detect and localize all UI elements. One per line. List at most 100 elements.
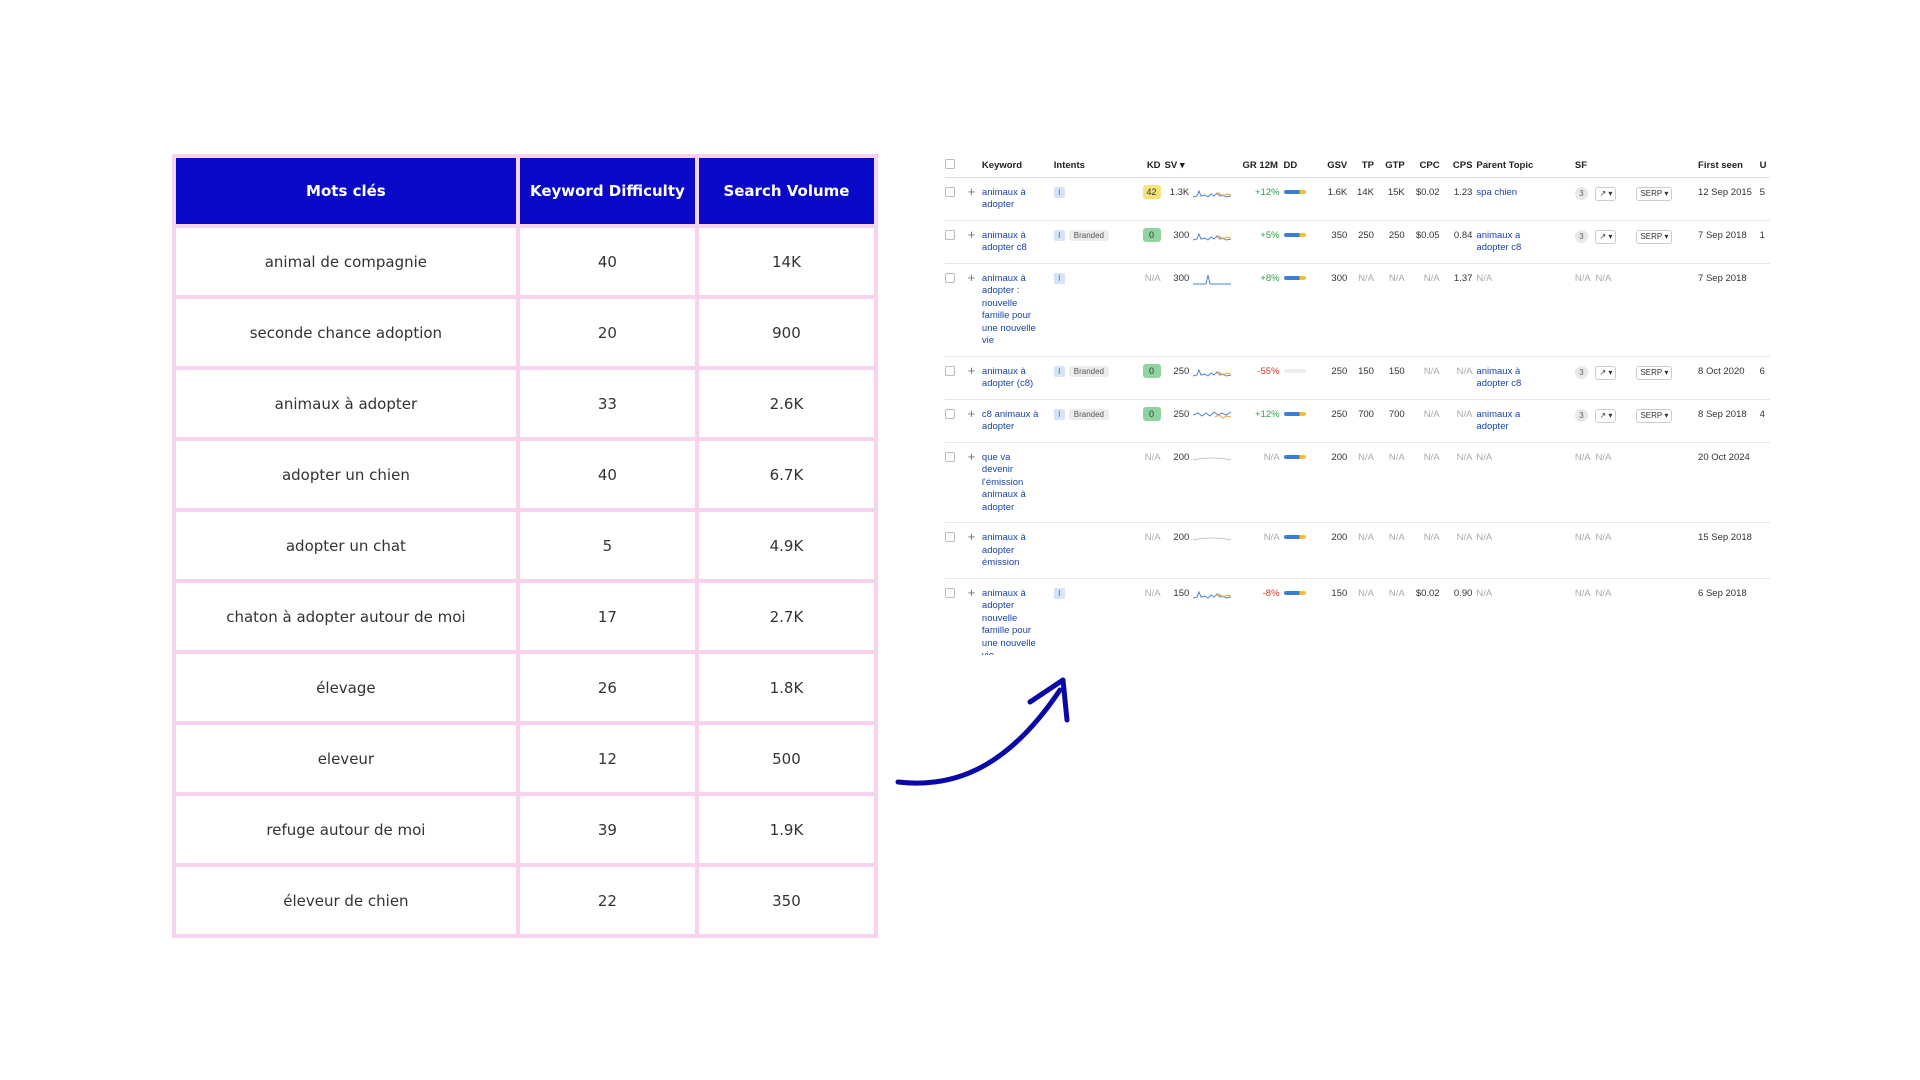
col-dd[interactable]: DD <box>1283 155 1321 178</box>
parent-topic-cell[interactable]: animaux à adopter c8 <box>1476 356 1551 400</box>
gsv-value: 250 <box>1331 365 1348 377</box>
row-select[interactable] <box>945 220 968 264</box>
parent-topic-cell[interactable]: animaux a adopter <box>1476 399 1551 443</box>
add-keyword-icon[interactable]: + <box>967 226 976 242</box>
col-gr[interactable]: GR 12M <box>1242 155 1284 178</box>
keyword-cell[interactable]: animaux à adopter : nouvelle famille pou… <box>981 263 1054 357</box>
kd-cell: 42 <box>1135 177 1165 221</box>
keyword-link[interactable]: animaux à adopter c8 <box>981 229 1027 254</box>
col-kd[interactable]: KD <box>1135 155 1165 178</box>
trend-dropdown-button[interactable]: ↗ ▾ <box>1595 229 1617 244</box>
col-gtp[interactable]: GTP <box>1377 155 1409 178</box>
difficulty-cell: 40 <box>519 441 695 508</box>
col-parent-topic[interactable]: Parent Topic <box>1476 155 1551 178</box>
parent-topic-cell[interactable]: animaux a adopter c8 <box>1476 220 1551 264</box>
keyword-link[interactable]: animaux à adopter : nouvelle famille pou… <box>981 272 1036 347</box>
trend-dropdown-button[interactable]: ↗ ▾ <box>1595 408 1617 423</box>
keyword-link[interactable]: c8 animaux à adopter <box>981 408 1039 433</box>
serp-table-row: + animaux à adopter émission N/A 200 N/A 200 N… <box>945 522 1770 579</box>
row-add[interactable]: + <box>967 263 982 357</box>
row-add[interactable]: + <box>967 356 982 400</box>
keyword-cell[interactable]: animaux à adopter (c8) <box>981 356 1054 400</box>
row-checkbox[interactable] <box>945 272 955 283</box>
parent-topic-cell[interactable]: spa chien <box>1476 177 1551 221</box>
trend-action-cell[interactable]: ↗ ▾ <box>1595 356 1637 400</box>
serp-action-cell[interactable]: SERP ▾ <box>1636 177 1699 221</box>
keyword-link[interactable]: animaux à adopter nouvelle famille pour … <box>981 587 1036 656</box>
row-add[interactable]: + <box>967 220 982 264</box>
add-keyword-icon[interactable]: + <box>967 584 976 600</box>
row-checkbox[interactable] <box>945 408 955 419</box>
col-keyword[interactable]: Keyword <box>981 155 1054 178</box>
col-cps[interactable]: CPS <box>1443 155 1477 178</box>
col-u[interactable]: U <box>1759 155 1770 178</box>
row-add[interactable]: + <box>967 177 982 221</box>
row-select[interactable] <box>945 399 968 443</box>
parent-topic-link[interactable]: animaux à adopter c8 <box>1476 365 1522 390</box>
row-add[interactable]: + <box>967 522 982 579</box>
intent-informational-badge: I <box>1053 272 1065 284</box>
row-checkbox[interactable] <box>945 365 955 376</box>
col-tp[interactable]: TP <box>1351 155 1378 178</box>
add-keyword-icon[interactable]: + <box>967 269 976 285</box>
serp-action-cell[interactable]: SERP ▾ <box>1636 220 1699 264</box>
add-keyword-icon[interactable]: + <box>967 448 976 464</box>
keyword-link[interactable]: animaux à adopter (c8) <box>981 365 1034 390</box>
select-all-checkbox[interactable] <box>945 155 968 178</box>
add-keyword-icon[interactable]: + <box>967 405 976 421</box>
keyword-cell[interactable]: que va devenir l'émission animaux à adop… <box>981 442 1054 523</box>
trend-action-cell[interactable]: ↗ ▾ <box>1595 220 1637 264</box>
row-select[interactable] <box>945 522 968 579</box>
add-keyword-icon[interactable]: + <box>967 362 976 378</box>
add-keyword-icon[interactable]: + <box>967 183 976 199</box>
col-sf[interactable]: SF <box>1574 155 1596 178</box>
row-add[interactable]: + <box>967 399 982 443</box>
parent-topic-link[interactable]: spa chien <box>1476 186 1518 198</box>
cpc-value: $0.02 <box>1415 587 1440 599</box>
trend-dropdown-button[interactable]: ↗ ▾ <box>1595 186 1617 201</box>
serp-action-cell[interactable]: SERP ▾ <box>1636 356 1699 400</box>
tp-value: 250 <box>1358 229 1374 241</box>
gtp-cell: N/A <box>1377 578 1409 655</box>
col-intents[interactable]: Intents <box>1053 155 1136 178</box>
row-checkbox[interactable] <box>945 587 955 598</box>
row-checkbox[interactable] <box>945 532 955 542</box>
keyword-link[interactable]: que va devenir l'émission animaux à adop… <box>981 451 1026 513</box>
row-add[interactable]: + <box>967 578 982 655</box>
row-checkbox[interactable] <box>945 229 955 240</box>
keyword-cell[interactable]: animaux à adopter c8 <box>981 220 1054 264</box>
sf-value: N/A <box>1574 272 1591 284</box>
serp-dropdown-button[interactable]: SERP ▾ <box>1636 186 1673 201</box>
keyword-cell[interactable]: animaux à adopter émission <box>981 522 1054 579</box>
keyword-link[interactable]: animaux à adopter <box>981 186 1026 211</box>
parent-topic-link[interactable]: animaux a adopter c8 <box>1476 229 1522 254</box>
trend-action-cell[interactable]: ↗ ▾ <box>1595 177 1637 221</box>
keyword-link[interactable]: animaux à adopter émission <box>981 532 1026 568</box>
col-sv[interactable]: SV ▾ <box>1164 155 1194 178</box>
row-select[interactable] <box>945 263 968 357</box>
serp-dropdown-button[interactable]: SERP ▾ <box>1636 408 1673 423</box>
serp-dropdown-button[interactable]: SERP ▾ <box>1636 365 1673 380</box>
keyword-cell[interactable]: animaux à adopter nouvelle famille pour … <box>981 578 1054 656</box>
keyword-cell[interactable]: c8 animaux à adopter <box>981 399 1054 443</box>
col-first-seen[interactable]: First seen <box>1698 155 1760 178</box>
col-gsv[interactable]: GSV <box>1320 155 1352 178</box>
serp-dropdown-button[interactable]: SERP ▾ <box>1636 229 1673 244</box>
sv-value: 200 <box>1173 532 1190 543</box>
row-select[interactable] <box>945 578 968 655</box>
row-add[interactable]: + <box>967 442 982 523</box>
trend-dropdown-button[interactable]: ↗ ▾ <box>1595 365 1617 380</box>
gsv-value: 1.6K <box>1327 186 1348 198</box>
trend-action-cell[interactable]: ↗ ▾ <box>1595 399 1637 443</box>
row-select[interactable] <box>945 177 968 221</box>
serp-action-cell[interactable]: SERP ▾ <box>1636 399 1699 443</box>
col-cpc[interactable]: CPC <box>1408 155 1444 178</box>
row-select[interactable] <box>945 356 968 400</box>
row-checkbox[interactable] <box>945 186 955 197</box>
row-select[interactable] <box>945 442 968 523</box>
difficulty-distribution-bar <box>1283 368 1306 373</box>
row-checkbox[interactable] <box>945 451 955 462</box>
parent-topic-link[interactable]: animaux a adopter <box>1476 408 1521 433</box>
keyword-cell[interactable]: animaux à adopter <box>981 177 1054 221</box>
add-keyword-icon[interactable]: + <box>967 529 976 544</box>
